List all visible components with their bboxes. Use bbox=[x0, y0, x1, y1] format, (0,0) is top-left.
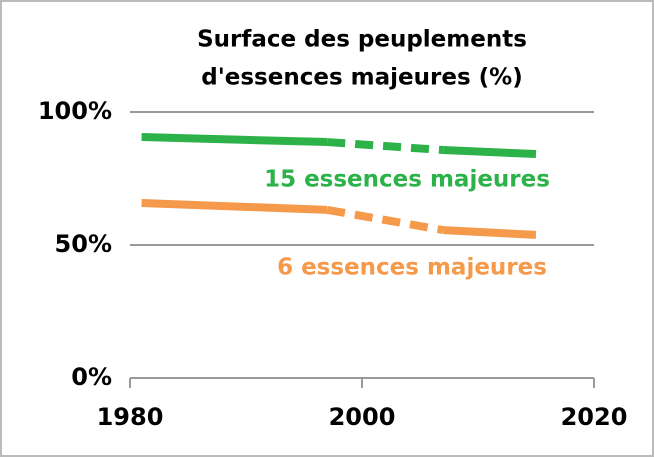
line-segment bbox=[326, 138, 444, 155]
line-segment bbox=[141, 198, 328, 214]
y-tick-label: 100% bbox=[38, 97, 112, 125]
chart-title: Surface des peuplements bbox=[197, 27, 527, 53]
y-tick-label: 50% bbox=[55, 230, 112, 258]
line-segment bbox=[442, 226, 537, 239]
y-tick-label: 0% bbox=[71, 363, 112, 391]
line-segment bbox=[326, 205, 444, 235]
x-tick-label: 2000 bbox=[329, 403, 396, 431]
x-tick-label: 1980 bbox=[97, 403, 164, 431]
line-segment bbox=[443, 146, 537, 159]
line-segment bbox=[141, 133, 328, 147]
x-tick-label: 2020 bbox=[561, 403, 628, 431]
chart-title: d'essences majeures (%) bbox=[201, 65, 522, 91]
series-label: 6 essences majeures bbox=[277, 255, 547, 281]
series-label: 15 essences majeures bbox=[264, 167, 550, 193]
